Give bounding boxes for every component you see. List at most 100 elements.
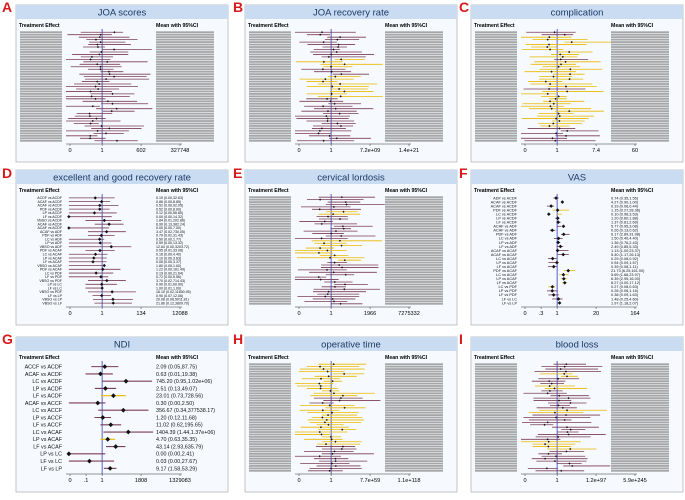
row-estimate-placeholder-C <box>611 92 669 95</box>
row-label-placeholder-H <box>249 421 291 424</box>
row-estimate-G: 356.67 (0.34,377538.17) <box>156 408 215 414</box>
x-tick-label-F: 0 <box>523 311 526 317</box>
row-estimate-F: 5.77 (0.95,3.08) <box>611 225 639 229</box>
row-estimate-placeholder-A <box>156 48 214 51</box>
row-estimate-placeholder-A <box>156 51 214 53</box>
row-estimate-G: 0.30 (0.00,2.50) <box>156 401 194 407</box>
x-tick-label-C: 60 <box>632 148 638 154</box>
row-label-placeholder-H <box>249 457 291 460</box>
row-label-placeholder-B <box>249 105 291 108</box>
row-estimate-placeholder-B <box>385 58 443 61</box>
panel-letter-D: D <box>2 165 12 181</box>
row-estimate-D: 0.86 (0.00,8.85) <box>156 200 181 204</box>
point-estimate-E <box>333 261 336 264</box>
row-label-placeholder-E <box>249 242 291 245</box>
row-estimate-placeholder-E <box>385 208 443 211</box>
row-label-placeholder-H <box>249 363 291 366</box>
point-estimate-D <box>109 245 113 249</box>
point-estimate-E <box>319 278 322 281</box>
row-label-placeholder-I <box>475 465 517 467</box>
row-estimate-G: 0.63 (0.01,19.38) <box>156 372 197 378</box>
row-label-placeholder-C <box>475 43 517 46</box>
row-label-placeholder-C <box>475 33 517 36</box>
row-estimate-placeholder-H <box>385 431 443 433</box>
row-estimate-G: 0.03 (0.00,27.67) <box>156 459 197 465</box>
point-estimate-I <box>555 416 558 419</box>
row-label-placeholder-C <box>475 92 517 95</box>
row-estimate-placeholder-I <box>611 372 669 375</box>
row-label-placeholder-C <box>475 122 517 125</box>
row-estimate-placeholder-A <box>156 117 214 120</box>
point-estimate-I <box>565 409 569 412</box>
row-label-placeholder-A <box>20 110 62 113</box>
point-estimate-H <box>334 464 337 468</box>
point-estimate-E <box>342 227 345 230</box>
row-estimate-placeholder-I <box>611 423 669 426</box>
point-estimate-H <box>341 428 344 431</box>
point-estimate-I <box>553 411 557 414</box>
row-label-placeholder-B <box>249 88 291 90</box>
row-label-F: ACAF vs ADF <box>493 229 517 233</box>
row-label-placeholder-B <box>249 51 291 53</box>
row-label-placeholder-C <box>475 129 517 132</box>
x-tick-label-G: 1329083 <box>169 478 191 484</box>
row-estimate-G: 0.00 (0.00,2.41) <box>156 452 194 458</box>
point-estimate-H <box>332 392 336 395</box>
row-label-G: LF vs LC <box>40 459 62 465</box>
row-label-placeholder-E <box>249 256 291 259</box>
point-estimate-B <box>318 129 321 133</box>
row-label-F: LC vs ACAF <box>496 273 518 277</box>
header-mean-ci: Mean with 95%CI <box>156 23 199 29</box>
point-estimate-I <box>548 380 551 383</box>
row-label-placeholder-E <box>249 222 291 225</box>
header-treatment-effect: Treatment Effect <box>19 355 60 361</box>
row-label-placeholder-B <box>249 120 291 122</box>
row-estimate-placeholder-H <box>385 450 443 453</box>
row-label-placeholder-E <box>249 239 291 242</box>
row-estimate-D: 0.00 (0.00,7.00) <box>156 226 181 230</box>
row-estimate-placeholder-A <box>156 127 214 130</box>
row-label-D: VBSO vs ADF <box>40 245 63 249</box>
point-estimate-A <box>99 40 102 44</box>
row-estimate-placeholder-A <box>156 115 214 118</box>
row-estimate-placeholder-A <box>156 134 214 137</box>
point-estimate-F <box>560 200 565 204</box>
point-estimate-E <box>323 220 326 223</box>
row-label-D: PDF vs ADF <box>42 234 62 238</box>
point-estimate-B <box>338 112 341 115</box>
row-label-placeholder-B <box>249 60 291 63</box>
row-label-placeholder-A <box>20 75 62 78</box>
row-label-placeholder-C <box>475 58 517 61</box>
row-label-placeholder-E <box>249 300 291 303</box>
point-estimate-C <box>569 68 572 71</box>
row-label-placeholder-E <box>249 208 291 211</box>
panel-title-bar-E <box>245 170 457 184</box>
point-estimate-I <box>563 418 566 422</box>
point-estimate-H <box>343 406 346 409</box>
row-label-placeholder-H <box>249 411 291 414</box>
row-estimate-D: 0.00 (0.00,14.32) <box>156 215 183 219</box>
point-estimate-C <box>561 55 564 59</box>
row-estimate-placeholder-C <box>611 90 669 93</box>
row-label-placeholder-I <box>475 445 517 448</box>
row-label-placeholder-H <box>249 445 291 448</box>
row-label-placeholder-E <box>249 203 291 206</box>
row-label-placeholder-E <box>249 283 291 286</box>
row-estimate-placeholder-H <box>385 375 443 378</box>
row-estimate-placeholder-I <box>611 465 669 467</box>
row-estimate-D: 20.08 (0.08,5011.81) <box>156 298 189 302</box>
row-estimate-placeholder-E <box>385 213 443 216</box>
point-estimate-A <box>100 124 103 128</box>
panel-title-bar-B <box>245 5 457 19</box>
row-estimate-placeholder-A <box>156 41 214 44</box>
row-estimate-placeholder-A <box>156 112 214 115</box>
row-label-G: ACAF vs ACDF <box>25 372 63 378</box>
row-label-placeholder-H <box>249 385 291 387</box>
row-estimate-placeholder-I <box>611 404 669 407</box>
row-label-placeholder-B <box>249 48 291 51</box>
point-estimate-I <box>563 372 566 375</box>
row-estimate-placeholder-B <box>385 107 443 110</box>
panel-title-D: excellent and good recovery rate <box>53 173 191 184</box>
row-label-placeholder-A <box>20 36 62 39</box>
row-estimate-placeholder-C <box>611 105 669 108</box>
